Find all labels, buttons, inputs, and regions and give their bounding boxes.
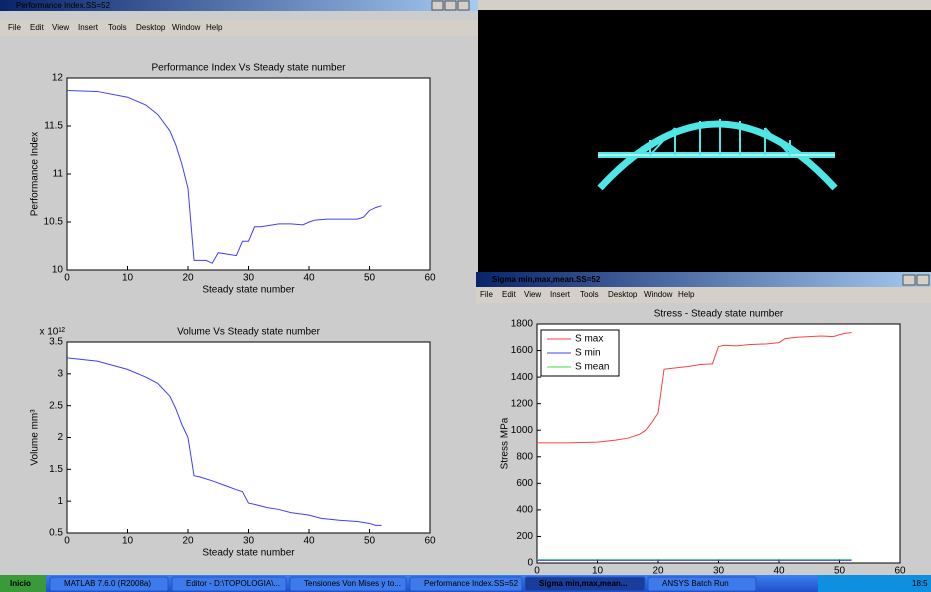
y-tick-label: 1600 bbox=[511, 345, 534, 356]
menu-item[interactable]: View bbox=[524, 290, 541, 299]
y-tick-label: 1200 bbox=[511, 398, 534, 409]
x-tick-label: 50 bbox=[364, 536, 376, 547]
y-tick-label: 3.5 bbox=[49, 337, 63, 348]
chart-title: Stress - Steady state number bbox=[654, 309, 784, 320]
desktop: Performance Index.SS=52 Sigma min,max,mea… bbox=[0, 0, 931, 592]
y-tick-label: 11.5 bbox=[44, 121, 63, 132]
x-tick-label: 0 bbox=[534, 566, 540, 577]
y-tick-label: 10.5 bbox=[44, 217, 64, 228]
x-tick-label: 0 bbox=[64, 536, 70, 547]
y-tick-label: 0.5 bbox=[49, 528, 63, 539]
taskbar-label[interactable]: Performance Index.SS=52 bbox=[424, 579, 519, 588]
x-tick-label: 60 bbox=[894, 566, 906, 577]
menu-bar bbox=[476, 287, 931, 303]
y-tick-label: 800 bbox=[516, 451, 533, 462]
x-tick-label: 60 bbox=[424, 536, 436, 547]
x-tick-label: 10 bbox=[122, 536, 134, 547]
x-axis-label: Steady state number bbox=[202, 285, 295, 296]
ansys-logo: ANSYS bbox=[858, 35, 886, 44]
y-tick-label: 1800 bbox=[511, 319, 534, 330]
y-tick-label: 1400 bbox=[511, 372, 534, 383]
menu-item[interactable]: Insert bbox=[78, 23, 99, 32]
x-tick-label: 30 bbox=[713, 566, 725, 577]
y-axis-label: Volume mm³ bbox=[30, 409, 41, 466]
y-tick-label: 10 bbox=[52, 265, 64, 276]
y-axis-label: Stress MPa bbox=[500, 417, 511, 469]
menu-item[interactable]: Tools bbox=[108, 23, 127, 32]
maximize-button[interactable] bbox=[445, 1, 456, 10]
menu-item[interactable]: Tools bbox=[580, 290, 599, 299]
clock: 18:5 bbox=[912, 579, 928, 588]
window-title: Sigma min,max,mean.SS=52 bbox=[492, 275, 601, 284]
plot-area bbox=[67, 342, 430, 533]
taskbar-label[interactable]: MATLAB 7.6.0 (R2008a) bbox=[64, 579, 151, 588]
y-tick-label: 2 bbox=[57, 432, 63, 443]
taskbar-label[interactable]: Editor - D:\TOPOLOGIA\... bbox=[186, 579, 280, 588]
legend-label: S mean bbox=[575, 362, 609, 373]
x-tick-label: 10 bbox=[122, 273, 134, 284]
y-tick-label: 3 bbox=[57, 368, 63, 379]
menu-item[interactable]: Window bbox=[644, 290, 673, 299]
menu-item[interactable]: Edit bbox=[30, 23, 45, 32]
window-title: Performance Index.SS=52 bbox=[16, 1, 111, 10]
taskbar-label[interactable]: Sigma min,max,mean... bbox=[539, 579, 627, 588]
menu-item[interactable]: Window bbox=[172, 23, 201, 32]
y-tick-label: 600 bbox=[516, 478, 533, 489]
menu-item[interactable]: Insert bbox=[550, 290, 571, 299]
menu-item[interactable]: Desktop bbox=[608, 290, 638, 299]
x-tick-label: 20 bbox=[182, 536, 194, 547]
y-tick-label: 11 bbox=[53, 169, 64, 180]
menu-item[interactable]: Help bbox=[678, 290, 695, 299]
start-label[interactable]: Inicio bbox=[10, 579, 31, 588]
menu-item[interactable]: Desktop bbox=[136, 23, 166, 32]
x-tick-label: 20 bbox=[182, 273, 194, 284]
taskbar-label[interactable]: ANSYS Batch Run bbox=[662, 579, 729, 588]
x-tick-label: 60 bbox=[424, 273, 436, 284]
legend-label: S max bbox=[575, 334, 603, 345]
y-tick-label: 2.5 bbox=[49, 400, 63, 411]
chart-title: Performance Index Vs Steady state number bbox=[152, 63, 347, 74]
chart-title: Volume Vs Steady state number bbox=[177, 327, 321, 338]
x-tick-label: 40 bbox=[303, 273, 315, 284]
maximize-button[interactable] bbox=[917, 275, 929, 285]
y-tick-label: 1.5 bbox=[49, 464, 63, 475]
menu-item[interactable]: Help bbox=[206, 23, 223, 32]
taskbar-label[interactable]: Tensiones Von Mises y to... bbox=[304, 579, 401, 588]
y-tick-label: 12 bbox=[52, 73, 64, 84]
y-axis-label: Performance Index bbox=[30, 132, 41, 217]
x-tick-label: 50 bbox=[364, 273, 376, 284]
legend-label: S min bbox=[575, 348, 601, 359]
x-tick-label: 0 bbox=[64, 273, 70, 284]
x-tick-label: 40 bbox=[773, 566, 785, 577]
menu-item[interactable]: File bbox=[8, 23, 21, 32]
x-tick-label: 40 bbox=[303, 536, 315, 547]
menu-bar bbox=[0, 20, 478, 36]
minimize-button[interactable] bbox=[432, 1, 443, 10]
screen: Performance Index.SS=52 Sigma min,max,mea… bbox=[0, 0, 931, 592]
menu-item[interactable]: File bbox=[480, 290, 493, 299]
y-tick-label: 0 bbox=[527, 558, 533, 569]
close-button[interactable] bbox=[458, 1, 469, 10]
y-tick-label: 1000 bbox=[511, 425, 534, 436]
x-tick-label: 30 bbox=[243, 536, 255, 547]
x-tick-label: 10 bbox=[592, 566, 604, 577]
x-tick-label: 30 bbox=[243, 273, 255, 284]
y-tick-label: 200 bbox=[516, 531, 533, 542]
y-tick-label: 1 bbox=[57, 496, 63, 507]
y-tick-label: 400 bbox=[516, 505, 533, 516]
plot-number: PLOT NO. 1 bbox=[846, 46, 880, 52]
menu-item[interactable]: View bbox=[52, 23, 69, 32]
menu-item[interactable]: Edit bbox=[502, 290, 517, 299]
x-tick-label: 50 bbox=[834, 566, 846, 577]
x-tick-label: 20 bbox=[652, 566, 664, 577]
x-axis-label: Steady state number bbox=[202, 548, 295, 559]
minimize-button[interactable] bbox=[903, 275, 915, 285]
